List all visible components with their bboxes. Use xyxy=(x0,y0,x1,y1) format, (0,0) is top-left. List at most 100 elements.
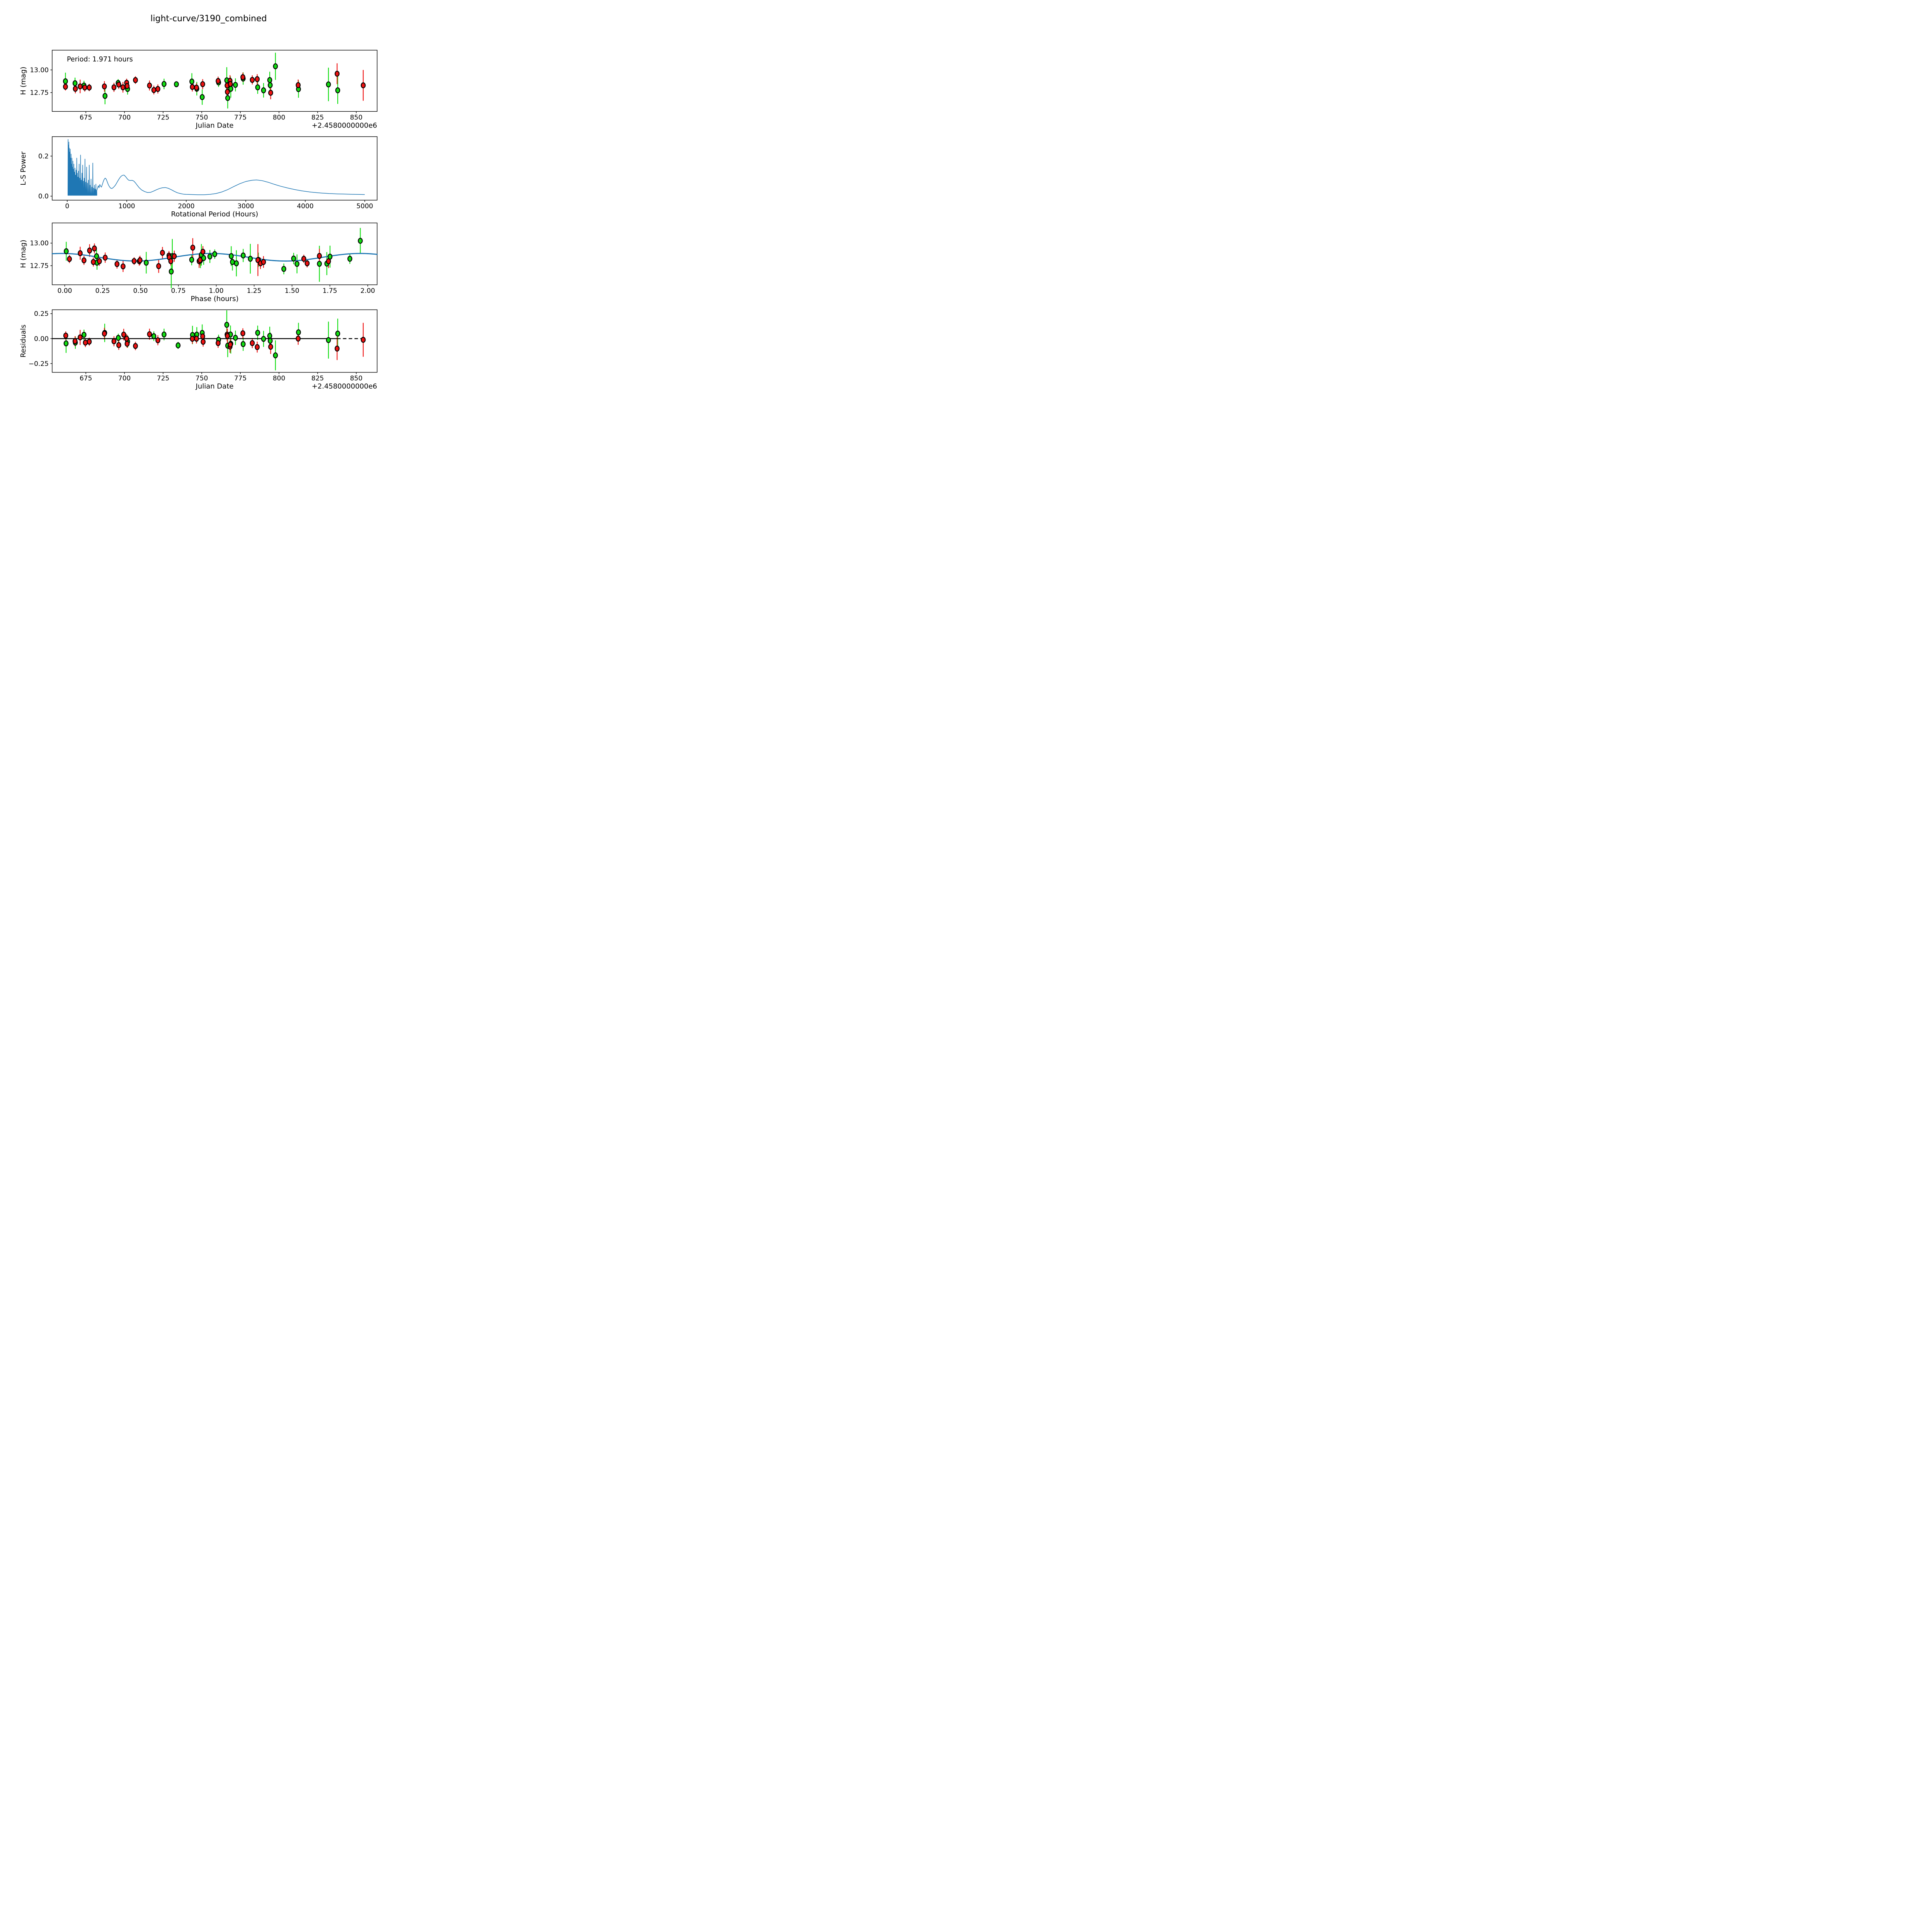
data-point-red xyxy=(255,76,260,82)
data-point-red xyxy=(147,82,152,88)
data-point-red xyxy=(102,83,107,90)
data-point-red xyxy=(82,84,87,91)
data-point-red xyxy=(250,340,255,346)
data-point-red xyxy=(124,341,130,347)
data-point-green xyxy=(267,338,273,344)
data-point-green xyxy=(116,335,121,341)
x-tick-label: 3000 xyxy=(237,202,254,210)
x-axis-label-residuals: Julian Date xyxy=(196,383,234,391)
data-point-red xyxy=(156,263,161,269)
y-axis-label-phase_folded: H (mag) xyxy=(19,240,27,268)
data-point-green xyxy=(151,333,156,339)
data-point-red xyxy=(114,261,120,267)
data-point-red xyxy=(111,84,117,90)
x-axis-label-periodogram: Rotational Period (Hours) xyxy=(171,210,259,218)
x-tick-label: 4000 xyxy=(297,202,313,210)
y-tick-label: 13.00 xyxy=(30,240,49,247)
data-point-red xyxy=(301,256,306,262)
x-tick-label: 675 xyxy=(80,375,92,383)
data-point-red xyxy=(87,247,92,254)
data-point-green xyxy=(212,251,217,257)
data-point-red xyxy=(200,333,205,340)
data-point-red xyxy=(78,334,83,340)
data-point-green xyxy=(224,321,230,328)
x-tick-label: 725 xyxy=(157,114,169,121)
data-point-green xyxy=(162,81,167,87)
x-tick-label: 700 xyxy=(118,375,131,383)
data-point-red xyxy=(228,342,233,348)
x-tick-label: 675 xyxy=(80,114,92,121)
data-point-green xyxy=(326,81,331,88)
data-point-green xyxy=(326,337,331,343)
data-point-red xyxy=(83,339,88,346)
data-point-green xyxy=(296,329,301,335)
x-tick-label: 0 xyxy=(65,202,70,210)
data-point-green xyxy=(64,248,69,254)
data-point-green xyxy=(317,260,322,267)
data-point-red xyxy=(124,83,130,89)
data-point-red xyxy=(250,77,255,83)
x-axis-offset-jd_lightcurve: +2.4580000000e6 xyxy=(312,121,377,129)
data-point-red xyxy=(102,330,107,337)
data-point-red xyxy=(317,253,322,259)
x-tick-label: 2.00 xyxy=(361,287,375,295)
data-point-red xyxy=(240,330,245,337)
data-point-red xyxy=(133,77,138,83)
x-tick-label: 0.25 xyxy=(95,287,110,295)
data-point-red xyxy=(225,333,230,339)
figure-title: light-curve/3190_combined xyxy=(150,14,267,24)
axes-frame-periodogram xyxy=(52,136,378,201)
data-point-red xyxy=(111,338,117,344)
data-point-red xyxy=(87,338,92,345)
data-point-red xyxy=(190,336,195,342)
x-tick-label: 775 xyxy=(234,114,247,121)
data-point-green xyxy=(294,261,299,267)
data-point-red xyxy=(155,86,160,92)
x-tick-label: 825 xyxy=(311,375,324,383)
data-point-green xyxy=(233,82,238,88)
data-point-green xyxy=(63,340,69,347)
data-point-red xyxy=(172,253,177,259)
y-axis-label-residuals: Residuals xyxy=(19,325,27,357)
data-point-red xyxy=(216,78,221,84)
x-tick-label: 2000 xyxy=(178,202,194,210)
x-tick-label: 825 xyxy=(311,114,324,121)
data-point-red xyxy=(63,332,68,339)
data-point-green xyxy=(229,253,234,259)
x-axis-offset-residuals: +2.4580000000e6 xyxy=(312,383,377,391)
periodogram-line xyxy=(68,139,365,196)
data-point-green xyxy=(281,266,286,272)
data-point-red xyxy=(121,332,126,338)
x-tick-label: 1.25 xyxy=(247,287,262,295)
data-point-green xyxy=(189,257,194,263)
x-tick-label: 725 xyxy=(157,375,169,383)
x-tick-label: 700 xyxy=(118,114,131,121)
data-point-green xyxy=(335,330,340,337)
data-point-red xyxy=(78,250,83,257)
data-point-red xyxy=(120,84,126,90)
x-tick-label: 0.75 xyxy=(171,287,186,295)
data-point-red xyxy=(63,83,68,90)
x-tick-label: 0.50 xyxy=(133,287,148,295)
data-point-green xyxy=(144,260,149,266)
data-point-green xyxy=(267,77,272,83)
x-tick-label: 850 xyxy=(350,375,362,383)
data-point-red xyxy=(194,84,199,91)
data-point-green xyxy=(358,238,363,244)
data-point-green xyxy=(200,94,205,100)
y-axis-label-jd_lightcurve: H (mag) xyxy=(19,66,27,95)
data-point-green xyxy=(63,78,68,84)
x-tick-label: 1.50 xyxy=(285,287,299,295)
data-point-green xyxy=(230,259,235,265)
y-tick-label: 0.2 xyxy=(38,153,49,160)
data-point-red xyxy=(87,84,92,91)
y-axis-label-periodogram: L-S Power xyxy=(19,151,27,185)
y-tick-label: 0.00 xyxy=(34,335,49,343)
data-point-red xyxy=(197,257,202,263)
data-point-green xyxy=(233,335,238,341)
data-point-red xyxy=(216,340,221,346)
data-point-green xyxy=(225,95,230,101)
data-point-red xyxy=(200,248,206,255)
data-point-red xyxy=(155,337,160,344)
axes-frame-jd_lightcurve xyxy=(52,50,378,112)
